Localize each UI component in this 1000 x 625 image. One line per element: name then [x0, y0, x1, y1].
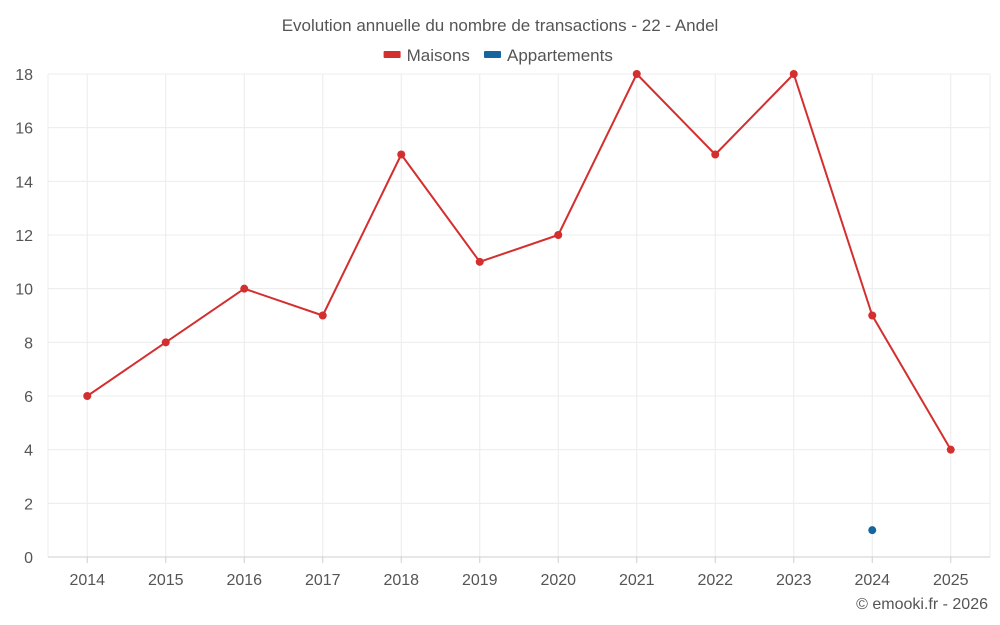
series-line-maisons [86, 73, 952, 451]
y-tick-label: 12 [15, 228, 33, 245]
legend-swatch [484, 51, 501, 58]
data-point-maisons-2025[interactable] [946, 445, 955, 454]
grid [47, 73, 991, 558]
data-point-maisons-2014[interactable] [83, 392, 92, 400]
data-point-maisons-2015[interactable] [161, 338, 170, 347]
data-point-maisons-2017[interactable] [318, 311, 327, 320]
y-tick-label: 4 [24, 443, 33, 460]
legend-label: Appartements [507, 46, 613, 65]
credit: © emooki.fr - 2026 [856, 596, 988, 613]
x-tick-label: 2021 [619, 572, 655, 589]
x-tick-label: 2024 [854, 572, 890, 589]
x-tick-label: 2025 [933, 572, 969, 589]
x-tick-label: 2015 [148, 572, 184, 589]
data-point-maisons-2022[interactable] [711, 150, 720, 159]
y-tick-label: 10 [15, 282, 33, 299]
data-point-maisons-2018[interactable] [397, 150, 406, 159]
x-tick-label: 2019 [462, 572, 498, 589]
x-tick-label: 2020 [540, 572, 576, 589]
chart-title: Evolution annuelle du nombre de transact… [282, 16, 719, 35]
x-tick-label: 2014 [69, 572, 105, 589]
legend: Maisons Appartements [383, 46, 613, 65]
legend-item-maisons[interactable]: Maisons [383, 46, 470, 65]
legend-item-appartements[interactable]: Appartements [484, 46, 613, 65]
series-layer [83, 70, 955, 535]
x-tick-label: 2022 [697, 572, 733, 589]
y-tick-label: 18 [15, 67, 33, 84]
x-tick-label: 2017 [305, 572, 341, 589]
data-point-appartements-2024[interactable] [868, 526, 877, 535]
x-tick-label: 2016 [226, 572, 262, 589]
data-point-maisons-2023[interactable] [789, 70, 798, 78]
data-point-maisons-2016[interactable] [240, 284, 249, 293]
y-tick-label: 14 [15, 174, 33, 191]
data-point-maisons-2021[interactable] [632, 70, 641, 78]
y-tick-label: 16 [15, 121, 33, 138]
x-tick-label: 2018 [383, 572, 419, 589]
y-tick-label: 8 [24, 335, 33, 352]
y-axis: 0 2 4 6 8 10 12 14 16 18 [15, 67, 33, 567]
data-point-maisons-2020[interactable] [554, 231, 563, 239]
data-point-maisons-2019[interactable] [475, 257, 484, 266]
y-tick-label: 6 [24, 389, 33, 406]
x-tick-label: 2023 [776, 572, 812, 589]
data-point-maisons-2024[interactable] [868, 311, 877, 320]
y-tick-label: 2 [24, 496, 33, 513]
legend-label: Maisons [407, 46, 470, 65]
y-tick-label: 0 [24, 550, 33, 567]
x-axis: 2014 2015 2016 2017 2018 2019 2020 2021 2022 2023… [69, 557, 969, 589]
legend-swatch [383, 51, 401, 58]
